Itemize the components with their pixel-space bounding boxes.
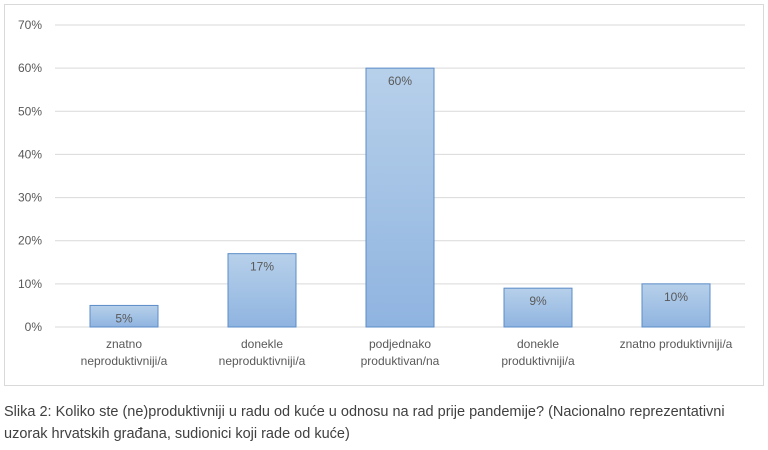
data-label: 9% — [529, 294, 547, 308]
y-tick-label: 70% — [18, 18, 42, 32]
bar — [503, 287, 573, 328]
category-label: donekle — [241, 337, 283, 351]
category-label: znatno produktivniji/a — [620, 337, 733, 351]
category-label: neproduktivniji/a — [81, 354, 168, 368]
bar — [365, 67, 435, 328]
bar-chart: 0% 10% 20% 30% 40% 50% 60% 70% 5% znatno neprodukt… — [18, 18, 745, 368]
category-label: produktivan/na — [361, 354, 440, 368]
bar — [227, 253, 297, 328]
y-tick-label: 60% — [18, 61, 42, 75]
category-label: neproduktivniji/a — [219, 354, 306, 368]
y-tick-label: 10% — [18, 277, 42, 291]
y-tick-label: 40% — [18, 147, 42, 161]
data-label: 5% — [115, 311, 133, 325]
category-label: donekle — [517, 337, 559, 351]
data-label: 10% — [664, 290, 688, 304]
chart-frame: 0% 10% 20% 30% 40% 50% 60% 70% 5% znatno neprodukt… — [4, 4, 764, 386]
y-tick-label: 30% — [18, 191, 42, 205]
y-tick-label: 50% — [18, 104, 42, 118]
y-tick-label: 20% — [18, 234, 42, 248]
data-label: 17% — [250, 260, 274, 274]
category-label: podjednako — [369, 337, 431, 351]
data-label: 60% — [388, 74, 412, 88]
bar — [641, 283, 711, 328]
category-label: produktivniji/a — [501, 354, 575, 368]
category-label: znatno — [106, 337, 142, 351]
y-tick-label: 0% — [25, 320, 43, 334]
bar — [89, 304, 159, 328]
figure-caption: Slika 2: Koliko ste (ne)produktivniji u … — [4, 404, 725, 442]
